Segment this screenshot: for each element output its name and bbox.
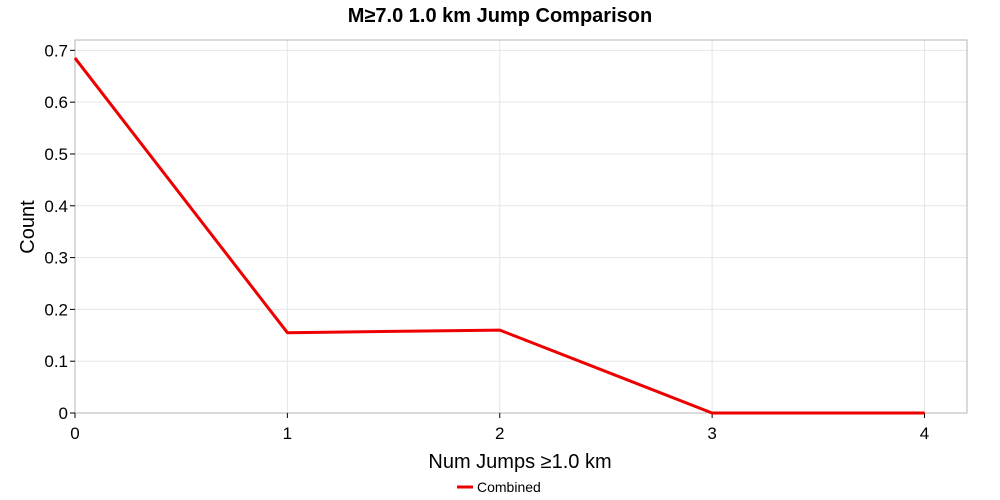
x-tick-label: 1 bbox=[283, 424, 292, 443]
plot-area-border bbox=[74, 39, 968, 414]
y-tick-label: 0.6 bbox=[44, 93, 68, 112]
data-point bbox=[286, 332, 288, 334]
data-point bbox=[924, 412, 926, 414]
x-tick-label: 4 bbox=[920, 424, 929, 443]
data-point bbox=[499, 329, 501, 331]
legend-label: Combined bbox=[477, 479, 541, 495]
y-tick-label: 0.5 bbox=[44, 145, 68, 164]
chart-title: M≥7.0 1.0 km Jump Comparison bbox=[348, 5, 652, 27]
y-tick-label: 0.3 bbox=[44, 249, 68, 268]
y-tick-label: 0.4 bbox=[44, 197, 68, 216]
x-axis-label: Num Jumps ≥1.0 km bbox=[428, 451, 611, 473]
tick-labels: 0 1 2 3 4 0 0.1 0.2 0.3 0.4 0.5 0.6 0.7 bbox=[44, 41, 929, 443]
grid-lines bbox=[74, 40, 967, 414]
x-tick-label: 2 bbox=[495, 424, 504, 443]
x-tick-label: 3 bbox=[707, 424, 716, 443]
data-point bbox=[711, 412, 713, 414]
x-tick-label: 0 bbox=[70, 424, 79, 443]
y-tick-label: 0.1 bbox=[44, 352, 68, 371]
data-point bbox=[74, 57, 76, 59]
series-lines bbox=[73, 57, 926, 415]
y-tick-label: 0.7 bbox=[44, 41, 68, 60]
legend: Combined bbox=[457, 479, 541, 495]
y-axis-label: Count bbox=[17, 200, 39, 254]
y-tick-label: 0.2 bbox=[44, 300, 68, 319]
y-tick-label: 0 bbox=[59, 404, 68, 423]
